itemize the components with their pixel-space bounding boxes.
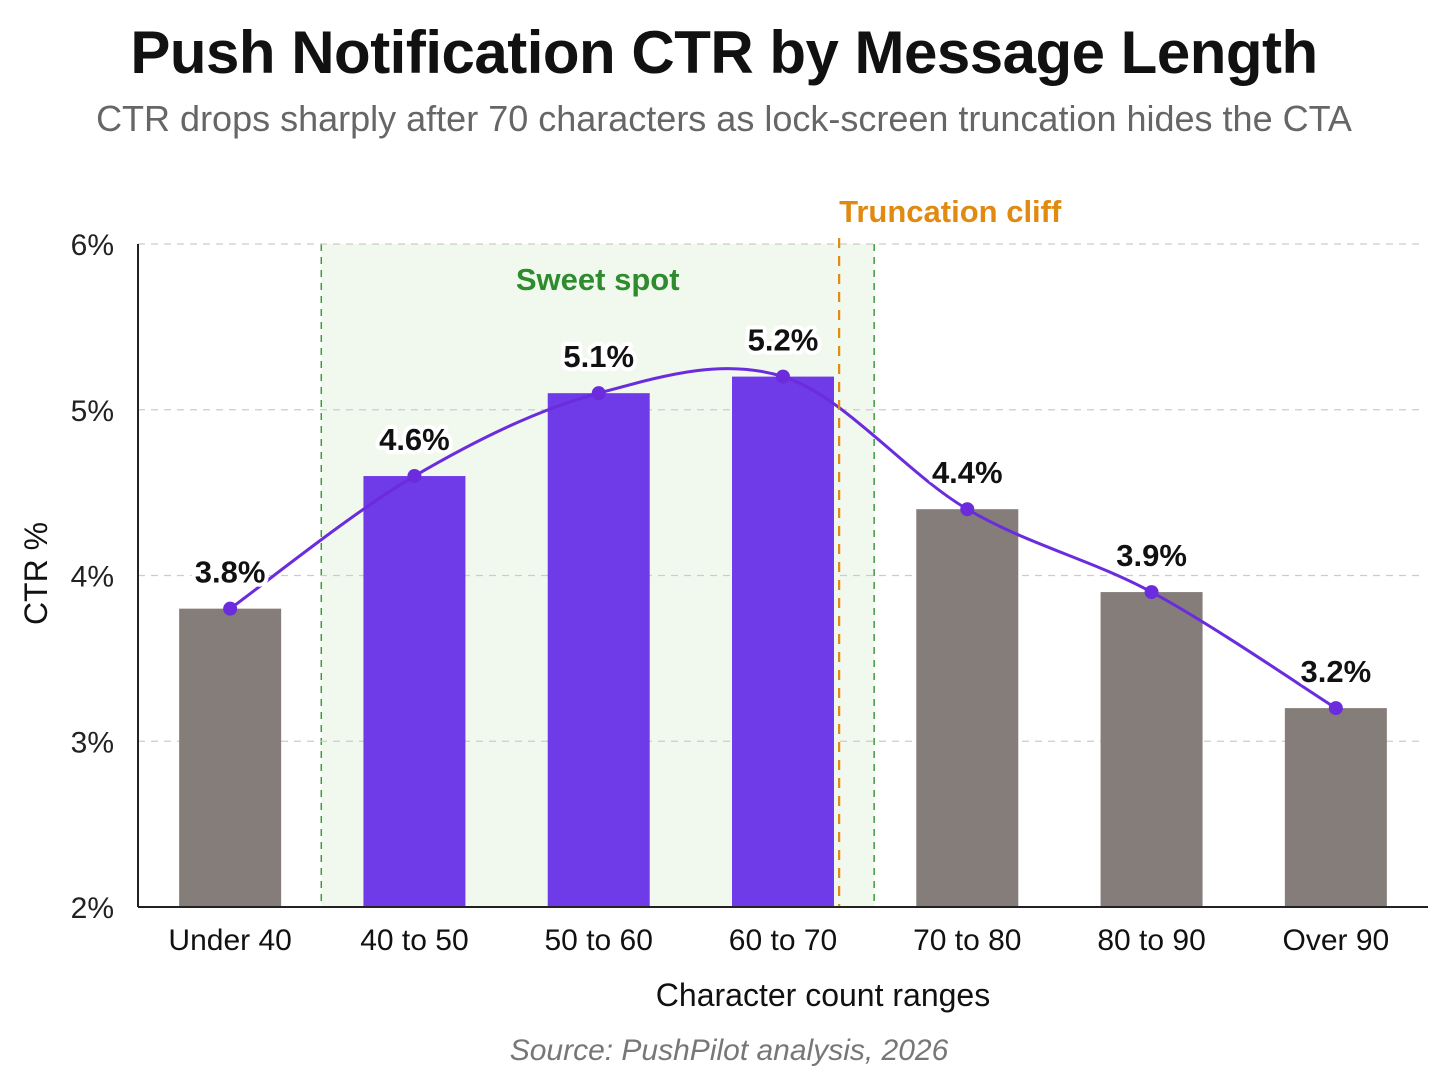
trend-point xyxy=(223,601,238,616)
data-label: 4.6% xyxy=(379,422,450,457)
data-label: 3.2% xyxy=(1301,654,1372,689)
x-tick-label: Over 90 xyxy=(1282,924,1389,957)
truncation-cliff-label: Truncation cliff xyxy=(839,194,1062,229)
data-label: 3.9% xyxy=(1116,538,1187,573)
bar xyxy=(363,476,466,907)
data-label: 3.8% xyxy=(195,555,266,590)
data-label: 5.1% xyxy=(563,339,634,374)
x-axis-title: Character count ranges xyxy=(656,977,990,1013)
data-label: 5.2% xyxy=(748,323,819,358)
chart-title: Push Notification CTR by Message Length xyxy=(130,19,1318,86)
x-tick-label: 40 to 50 xyxy=(360,924,468,957)
trend-point xyxy=(776,369,790,384)
bar xyxy=(1100,592,1203,907)
trend-point xyxy=(960,502,975,517)
x-tick-label: 70 to 80 xyxy=(913,924,1021,957)
trend-point xyxy=(1328,701,1343,716)
y-tick-label: 2% xyxy=(71,892,114,925)
y-tick-label: 4% xyxy=(71,561,114,594)
trend-point xyxy=(407,469,422,484)
trend-point xyxy=(1144,585,1159,600)
y-tick-label: 6% xyxy=(71,229,114,262)
x-tick-label: 80 to 90 xyxy=(1097,924,1205,957)
chart-source: Source: PushPilot analysis, 2026 xyxy=(509,1034,949,1067)
x-tick-label: 60 to 70 xyxy=(729,924,837,957)
y-tick-label: 3% xyxy=(71,726,114,759)
sweet-spot-label: Sweet spot xyxy=(516,262,680,297)
bar xyxy=(547,393,650,907)
trend-point xyxy=(591,386,606,401)
bar xyxy=(179,608,282,907)
x-tick-label: 50 to 60 xyxy=(544,924,652,957)
bar xyxy=(1284,708,1387,907)
chart-subtitle: CTR drops sharply after 70 characters as… xyxy=(96,98,1352,139)
x-tick-label: Under 40 xyxy=(168,924,291,957)
data-label: 4.4% xyxy=(932,455,1003,490)
bar xyxy=(732,376,834,908)
bar xyxy=(916,509,1019,907)
y-axis-title: CTR % xyxy=(18,522,54,625)
y-tick-label: 5% xyxy=(71,395,114,428)
